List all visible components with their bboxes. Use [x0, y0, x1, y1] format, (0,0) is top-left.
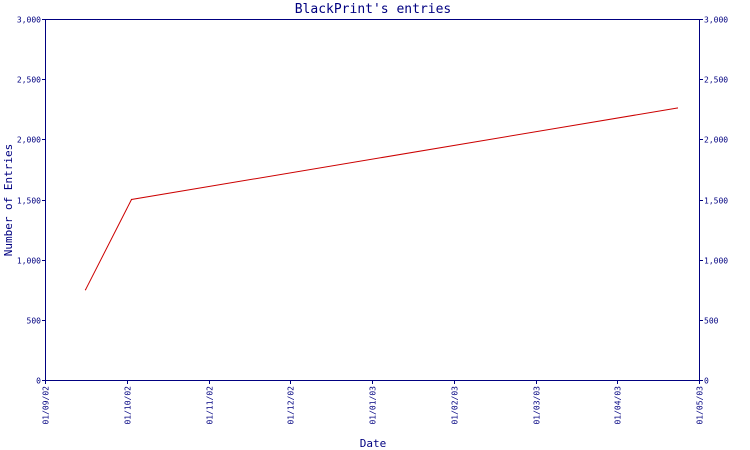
y-tick-label-left: 500	[27, 317, 42, 326]
y-tick-label-left: 0	[36, 377, 41, 386]
series-line	[85, 107, 678, 291]
y-axis-left: 0 500 1,000 1,500 2,000 2,500 3,000	[17, 16, 46, 386]
x-tick-label: 01/01/03	[369, 386, 378, 425]
data-point	[676, 107, 679, 109]
x-tick-label: 01/11/02	[206, 386, 215, 425]
x-tick-label: 01/02/03	[451, 386, 460, 425]
x-tick-label: 01/10/02	[124, 386, 133, 425]
y-tick-label-right: 1,000	[704, 257, 728, 266]
data-point	[84, 289, 87, 291]
y-tick-label-left: 2,000	[17, 136, 41, 145]
x-tick-label: 01/09/02	[42, 386, 51, 425]
y-tick-label-left: 2,500	[17, 76, 41, 85]
y-tick-label-right: 0	[704, 377, 709, 386]
x-tick-label: 01/04/03	[614, 386, 623, 425]
y-tick-label-right: 2,000	[704, 136, 728, 145]
x-tick-label: 01/03/03	[533, 386, 542, 425]
x-tick-label: 01/05/03	[696, 386, 705, 425]
y-tick-label-left: 3,000	[17, 16, 41, 25]
y-tick-label-right: 1,500	[704, 197, 728, 206]
y-axis-label: Number of Entries	[2, 144, 15, 257]
x-tick-label: 01/12/02	[287, 386, 296, 425]
y-tick-label-right: 500	[704, 317, 719, 326]
data-point	[130, 198, 133, 201]
y-axis-right: 0 500 1,000 1,500 2,000 2,500 3,000	[699, 16, 728, 386]
series-layer	[84, 107, 679, 291]
y-tick-label-right: 3,000	[704, 16, 728, 25]
y-tick-label-left: 1,500	[17, 197, 41, 206]
x-axis-label: Date	[360, 437, 387, 450]
y-tick-label-right: 2,500	[704, 76, 728, 85]
chart-title: BlackPrint's entries	[295, 2, 452, 17]
plot-frame	[45, 19, 700, 381]
y-tick-label-left: 1,000	[17, 257, 41, 266]
x-axis: 01/09/02 01/10/02 01/11/02 01/12/02 01/01/03…	[42, 380, 705, 425]
